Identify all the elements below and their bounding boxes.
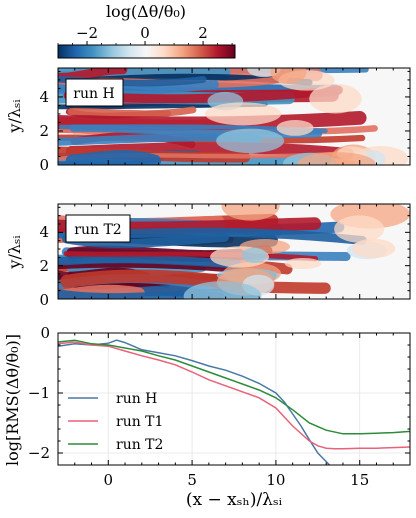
- y-tick-label: −1: [28, 384, 50, 402]
- field-blob: [309, 83, 362, 114]
- panel-run-t2-ylabel: y/λₛᵢ: [5, 235, 24, 269]
- field-blob: [205, 102, 282, 126]
- field-blob: [270, 68, 307, 84]
- colorbar-tick-label: 0: [140, 24, 150, 42]
- panel-run-t2-ytick-0: 0: [39, 291, 49, 309]
- field-blob: [284, 257, 322, 269]
- x-tick-label: 10: [266, 471, 285, 489]
- rms-chart-frame: [57, 332, 411, 466]
- field-blob: [276, 119, 314, 136]
- panel-run-t2-ytick-4: 4: [39, 223, 49, 241]
- panel-run-t2: run T2 y/λₛᵢ 0 2 4: [5, 203, 411, 309]
- field-blob: [241, 247, 268, 263]
- panel-run-h-ylabel: y/λₛᵢ: [5, 99, 24, 133]
- field-streak: [58, 284, 146, 299]
- panel-run-h-label-box: [65, 78, 124, 107]
- series-line-run-t1: [58, 341, 410, 450]
- rms-chart-ylabel: log[RMS(Δθ/θ₀)]: [3, 334, 22, 466]
- field-streak: [67, 106, 197, 118]
- field-streak: [58, 110, 367, 131]
- series-line-run-h: [58, 339, 331, 465]
- field-streak: [58, 254, 242, 269]
- field-streak: [58, 68, 128, 82]
- panel-run-h: run H y/λₛᵢ 0 2 4: [5, 67, 411, 174]
- x-tick-label: 15: [350, 471, 369, 489]
- panel-run-t2-label: run T2: [74, 222, 121, 238]
- field-streak: [65, 150, 162, 165]
- panel-run-t2-ytick-2: 2: [39, 257, 49, 275]
- field-blob: [216, 128, 285, 154]
- panel-run-h-ytick-4: 4: [39, 88, 49, 106]
- rms-chart-legend: run H run T1 run T2: [68, 391, 163, 453]
- colorbar-label: log(Δθ/θ₀): [106, 2, 186, 21]
- legend-label: run T1: [116, 414, 163, 430]
- series-line-run-t2: [58, 339, 410, 435]
- panel-run-h-ytick-0: 0: [39, 156, 49, 174]
- colorbar-tick-label: −2: [76, 24, 98, 42]
- field-streak: [63, 251, 319, 262]
- colorbar: log(Δθ/θ₀) −2 0 2: [57, 2, 236, 59]
- legend-label: run T2: [116, 437, 163, 453]
- rms-chart-xlabel: (x − xₛₕ)/λₛᵢ: [186, 490, 283, 510]
- legend-label: run H: [116, 391, 157, 407]
- panel-run-h-ytick-2: 2: [39, 122, 49, 140]
- rms-line-chart: 0 5 10 15 0 −1 −2 (x − xₛₕ)/λₛᵢ log[RMS(Δθ/θ₀)…: [3, 324, 411, 510]
- y-tick-label: 0: [40, 324, 50, 342]
- x-tick-label: 5: [187, 471, 197, 489]
- panel-run-h-label: run H: [73, 86, 114, 102]
- y-tick-label: −2: [28, 444, 50, 462]
- panel-run-h-frame: [57, 67, 411, 166]
- field-streak: [69, 124, 323, 139]
- panel-run-t2-frame: [57, 203, 411, 300]
- field-blob: [221, 204, 280, 221]
- field-blob: [334, 215, 385, 243]
- field-streak: [58, 262, 257, 275]
- colorbar-tick-label: 2: [198, 24, 208, 42]
- field-blob: [351, 238, 396, 259]
- x-tick-label: 0: [104, 471, 114, 489]
- colorbar-gradient: [57, 44, 236, 59]
- field-blob: [183, 281, 262, 299]
- field-streak: [58, 68, 231, 80]
- field-blob: [297, 152, 376, 165]
- panel-run-t2-label-box: [65, 214, 131, 243]
